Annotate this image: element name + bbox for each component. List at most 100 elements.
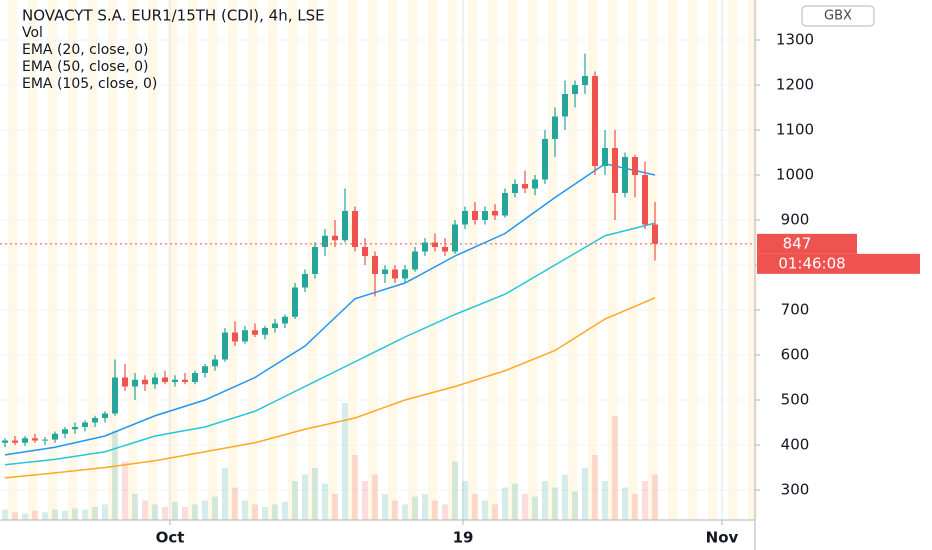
candle-body [612,148,618,193]
candle-body [442,247,448,252]
y-tick-label: 700 [781,301,810,319]
candle-body [622,157,628,193]
candle-body [502,193,508,216]
volume-bar [472,494,478,520]
chart-title: NOVACYT S.A. EUR1/15TH (CDI), 4h, LSE [22,7,325,25]
volume-bar [92,507,98,520]
session-stripe [188,0,197,520]
volume-bar [442,504,448,520]
session-stripe [268,0,277,520]
volume-bar [112,430,118,520]
candle-body [102,413,108,418]
candle-body [412,251,418,270]
session-stripe [528,0,537,520]
volume-bar [62,510,68,520]
session-stripe [568,0,577,520]
volume-bar [322,483,328,520]
countdown-label: 01:46:08 [778,254,845,272]
volume-bar [142,500,148,520]
candle-body [32,438,38,441]
candle-body [422,242,428,252]
session-stripe [688,0,697,520]
session-stripes [8,0,757,520]
x-tick-label: Oct [156,529,185,547]
candle-body [322,235,328,247]
candle-body [52,433,58,440]
volume-bar [242,500,248,520]
x-tick-label: 19 [453,529,474,547]
candle-body [302,274,308,288]
volume-bar [592,455,598,520]
legend-ema: EMA (20, close, 0) [22,42,148,58]
y-tick-label: 1200 [776,76,814,94]
y-tick-label: 500 [781,391,810,409]
session-stripe [548,0,557,520]
session-stripe [468,0,477,520]
candle-body [352,211,358,247]
candle-body [232,332,238,342]
volume-bar [152,504,158,520]
candle-body [112,377,118,414]
candle-body [382,269,388,274]
ema-line [4,297,656,479]
candle-body [452,224,458,252]
session-stripe [128,0,137,520]
session-stripe [208,0,217,520]
candle-body [82,422,88,427]
volume-bar [532,496,538,520]
candle-body [362,247,368,256]
volume-bar [382,494,388,520]
legend-ema: EMA (50, close, 0) [22,59,148,75]
session-stripe [588,0,597,520]
volume-bar [332,494,338,520]
y-tick-label: 1000 [776,166,814,184]
session-stripe [328,0,337,520]
volume-bar [622,487,628,520]
candle-body [342,211,348,241]
volume-bar [282,501,288,520]
candle-body [172,379,178,382]
currency-box[interactable] [801,5,875,27]
volume-bar [652,474,658,520]
session-stripe [388,0,397,520]
session-stripe [108,0,117,520]
candle-body [192,373,198,382]
volume-bar [602,481,608,520]
volume-bar [392,500,398,520]
candle-body [202,366,208,373]
y-tick-label: 1100 [776,121,814,139]
candle-body [132,379,138,387]
volume-bar [512,483,518,520]
volume-bar [192,504,198,520]
volume-bar [642,481,648,520]
session-stripe [728,0,737,520]
candle-body [92,418,98,423]
candle-body [72,427,78,430]
volume-bar [452,461,458,520]
volume-bar [212,496,218,520]
session-stripe [68,0,77,520]
candle-body [632,157,638,175]
candle-body [462,211,468,225]
volume-bar [462,481,468,520]
session-stripe [28,0,37,520]
last-price-label: 847 [783,234,812,252]
candle-body [482,211,488,220]
volume-bar [302,474,308,520]
session-stripe [608,0,617,520]
volume-bar [312,468,318,520]
volume-bar [52,509,58,520]
last-price-box [757,233,857,254]
session-stripe [8,0,17,520]
y-tick-label: 300 [781,481,810,499]
candle-body [542,139,548,180]
volume-bar [122,461,128,520]
candle-body [602,148,608,166]
currency[interactable]: GBX [824,9,852,24]
volume-bar [262,507,268,520]
candle-body [242,330,248,342]
y-tick-label: 1300 [776,31,814,49]
y-tick-label: 600 [781,346,810,364]
volume-bar [572,491,578,520]
